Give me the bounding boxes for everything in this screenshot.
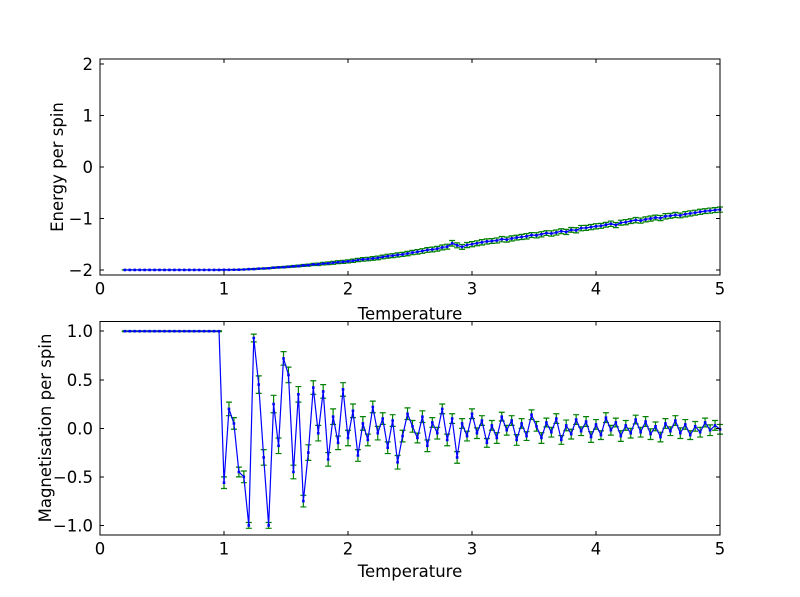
y-tick-label: −1 [69, 210, 93, 229]
magnetisation-plot-content: 0 1 2 3 4 5 1.0 0.5 0.0 −0.5 −1.0 [53, 321, 726, 559]
magnetisation-xlabel: Temperature [357, 562, 463, 581]
x-tick-label: 2 [343, 540, 354, 559]
y-tick-label: −0.5 [53, 468, 93, 487]
y-tick-label: 1.0 [67, 322, 93, 341]
y-tick-label: −1.0 [53, 516, 93, 535]
x-tick-label: 0 [95, 280, 106, 299]
x-tick-label: 1 [219, 540, 230, 559]
x-tick-label: 1 [219, 280, 230, 299]
magnetisation-axes-background [100, 321, 720, 536]
y-tick-label: 0.5 [67, 371, 93, 390]
x-tick-label: 4 [591, 280, 602, 299]
y-tick-label: 1 [83, 107, 94, 126]
x-tick-label: 5 [715, 540, 726, 559]
y-tick-label: −2 [69, 261, 93, 280]
x-tick-label: 4 [591, 540, 602, 559]
x-tick-label: 3 [467, 280, 478, 299]
x-tick-label: 5 [715, 280, 726, 299]
energy-axes-background [100, 58, 720, 276]
y-tick-label: 2 [83, 55, 94, 74]
x-tick-label: 2 [343, 280, 354, 299]
magnetisation-ylabel: Magnetisation per spin [36, 334, 55, 523]
y-tick-label: 0.0 [67, 419, 93, 438]
axes-ticks [99, 58, 721, 276]
y-tick-label: 0 [83, 158, 94, 177]
magnetisation-subplot: 0 1 2 3 4 5 1.0 0.5 0.0 −0.5 −1.0 Magnetisation pe… [36, 321, 726, 581]
axes-ticks [99, 321, 721, 536]
energy-xlabel: Temperature [357, 305, 463, 324]
x-tick-label: 3 [467, 540, 478, 559]
energy-subplot: 0 1 2 3 4 5 2 1 0 −1 −2 Energy per spin Temperatur… [48, 55, 725, 324]
x-tick-label: 0 [95, 540, 106, 559]
energy-plot-content: 0 1 2 3 4 5 2 1 0 −1 −2 [69, 55, 726, 299]
energy-ylabel: Energy per spin [48, 102, 67, 232]
